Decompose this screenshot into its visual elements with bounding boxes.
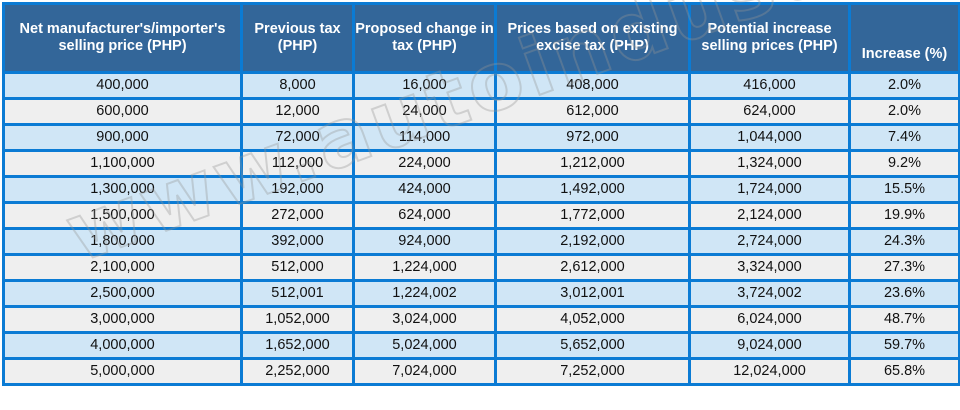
cell-potential-increase: 1,724,000 — [688, 175, 851, 204]
cell-previous-tax: 392,000 — [240, 227, 355, 256]
cell-selling-price: 1,500,000 — [2, 201, 243, 230]
cell-increase-percent: 2.0% — [848, 71, 960, 100]
cell-increase-percent: 7.4% — [848, 123, 960, 152]
cell-selling-price: 600,000 — [2, 97, 243, 126]
cell-proposed-change: 424,000 — [352, 175, 497, 204]
cell-potential-increase: 1,044,000 — [688, 123, 851, 152]
cell-proposed-change: 7,024,000 — [352, 357, 497, 386]
cell-proposed-change: 24,000 — [352, 97, 497, 126]
cell-previous-tax: 192,000 — [240, 175, 355, 204]
header-row: Net manufacturer's/importer's selling pr… — [2, 2, 960, 74]
cell-increase-percent: 2.0% — [848, 97, 960, 126]
cell-selling-price: 4,000,000 — [2, 331, 243, 360]
cell-previous-tax: 1,652,000 — [240, 331, 355, 360]
excise-tax-table: Net manufacturer's/importer's selling pr… — [2, 2, 960, 386]
cell-proposed-change: 624,000 — [352, 201, 497, 230]
cell-increase-percent: 24.3% — [848, 227, 960, 256]
cell-increase-percent: 9.2% — [848, 149, 960, 178]
cell-potential-increase: 3,324,000 — [688, 253, 851, 282]
cell-existing-prices: 1,772,000 — [494, 201, 691, 230]
cell-potential-increase: 624,000 — [688, 97, 851, 126]
cell-proposed-change: 16,000 — [352, 71, 497, 100]
cell-previous-tax: 72,000 — [240, 123, 355, 152]
cell-selling-price: 2,500,000 — [2, 279, 243, 308]
cell-existing-prices: 2,192,000 — [494, 227, 691, 256]
cell-proposed-change: 1,224,000 — [352, 253, 497, 282]
table-row: 600,000 12,000 24,000 612,000 624,000 2.… — [2, 97, 960, 126]
cell-increase-percent: 19.9% — [848, 201, 960, 230]
cell-potential-increase: 2,124,000 — [688, 201, 851, 230]
cell-previous-tax: 8,000 — [240, 71, 355, 100]
cell-increase-percent: 23.6% — [848, 279, 960, 308]
cell-previous-tax: 512,000 — [240, 253, 355, 282]
cell-selling-price: 1,300,000 — [2, 175, 243, 204]
cell-proposed-change: 224,000 — [352, 149, 497, 178]
cell-existing-prices: 1,212,000 — [494, 149, 691, 178]
cell-selling-price: 900,000 — [2, 123, 243, 152]
cell-previous-tax: 112,000 — [240, 149, 355, 178]
cell-proposed-change: 1,224,002 — [352, 279, 497, 308]
cell-existing-prices: 3,012,001 — [494, 279, 691, 308]
cell-proposed-change: 5,024,000 — [352, 331, 497, 360]
cell-potential-increase: 6,024,000 — [688, 305, 851, 334]
cell-increase-percent: 59.7% — [848, 331, 960, 360]
cell-potential-increase: 2,724,000 — [688, 227, 851, 256]
cell-proposed-change: 924,000 — [352, 227, 497, 256]
table-row: 1,300,000 192,000 424,000 1,492,000 1,72… — [2, 175, 960, 204]
cell-proposed-change: 3,024,000 — [352, 305, 497, 334]
cell-selling-price: 3,000,000 — [2, 305, 243, 334]
header-existing-prices: Prices based on existing excise tax (PHP… — [494, 2, 691, 74]
cell-previous-tax: 512,001 — [240, 279, 355, 308]
cell-increase-percent: 27.3% — [848, 253, 960, 282]
cell-selling-price: 2,100,000 — [2, 253, 243, 282]
cell-previous-tax: 272,000 — [240, 201, 355, 230]
table-row: 2,100,000 512,000 1,224,000 2,612,000 3,… — [2, 253, 960, 282]
cell-previous-tax: 1,052,000 — [240, 305, 355, 334]
cell-potential-increase: 12,024,000 — [688, 357, 851, 386]
cell-increase-percent: 15.5% — [848, 175, 960, 204]
header-proposed-change: Proposed change in tax (PHP) — [352, 2, 497, 74]
cell-existing-prices: 1,492,000 — [494, 175, 691, 204]
cell-potential-increase: 1,324,000 — [688, 149, 851, 178]
header-increase-percent: Increase (%) — [848, 2, 960, 74]
cell-existing-prices: 972,000 — [494, 123, 691, 152]
cell-existing-prices: 4,052,000 — [494, 305, 691, 334]
cell-selling-price: 1,800,000 — [2, 227, 243, 256]
table-row: 5,000,000 2,252,000 7,024,000 7,252,000 … — [2, 357, 960, 386]
header-selling-price: Net manufacturer's/importer's selling pr… — [2, 2, 243, 74]
table-row: 1,500,000 272,000 624,000 1,772,000 2,12… — [2, 201, 960, 230]
table-row: 400,000 8,000 16,000 408,000 416,000 2.0… — [2, 71, 960, 100]
table-row: 4,000,000 1,652,000 5,024,000 5,652,000 … — [2, 331, 960, 360]
header-previous-tax: Previous tax (PHP) — [240, 2, 355, 74]
excise-tax-table-container: Net manufacturer's/importer's selling pr… — [2, 2, 960, 386]
cell-existing-prices: 612,000 — [494, 97, 691, 126]
header-potential-increase: Potential increase selling prices (PHP) — [688, 2, 851, 74]
cell-selling-price: 5,000,000 — [2, 357, 243, 386]
table-row: 2,500,000 512,001 1,224,002 3,012,001 3,… — [2, 279, 960, 308]
cell-proposed-change: 114,000 — [352, 123, 497, 152]
cell-selling-price: 400,000 — [2, 71, 243, 100]
cell-existing-prices: 2,612,000 — [494, 253, 691, 282]
table-row: 1,100,000 112,000 224,000 1,212,000 1,32… — [2, 149, 960, 178]
cell-existing-prices: 5,652,000 — [494, 331, 691, 360]
cell-previous-tax: 12,000 — [240, 97, 355, 126]
table-row: 3,000,000 1,052,000 3,024,000 4,052,000 … — [2, 305, 960, 334]
cell-existing-prices: 408,000 — [494, 71, 691, 100]
cell-potential-increase: 416,000 — [688, 71, 851, 100]
cell-previous-tax: 2,252,000 — [240, 357, 355, 386]
cell-existing-prices: 7,252,000 — [494, 357, 691, 386]
table-row: 1,800,000 392,000 924,000 2,192,000 2,72… — [2, 227, 960, 256]
cell-selling-price: 1,100,000 — [2, 149, 243, 178]
cell-potential-increase: 9,024,000 — [688, 331, 851, 360]
cell-potential-increase: 3,724,002 — [688, 279, 851, 308]
cell-increase-percent: 48.7% — [848, 305, 960, 334]
table-row: 900,000 72,000 114,000 972,000 1,044,000… — [2, 123, 960, 152]
cell-increase-percent: 65.8% — [848, 357, 960, 386]
